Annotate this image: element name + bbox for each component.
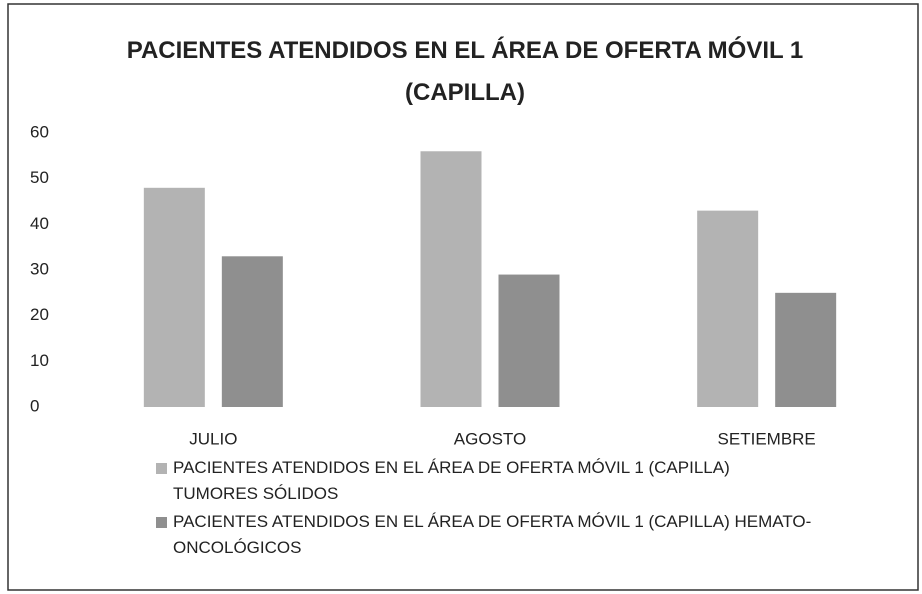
x-tick-label: JULIO <box>189 429 237 448</box>
legend-label: PACIENTES ATENDIDOS EN EL ÁREA DE OFERTA… <box>173 512 812 557</box>
legend-swatch <box>156 463 167 474</box>
chart-title: PACIENTES ATENDIDOS EN EL ÁREA DE OFERTA… <box>126 37 804 106</box>
legend-entry: PACIENTES ATENDIDOS EN EL ÁREA DE OFERTA… <box>156 509 816 561</box>
y-tick-label: 30 <box>30 259 49 278</box>
legend-label: PACIENTES ATENDIDOS EN EL ÁREA DE OFERTA… <box>173 458 730 503</box>
x-tick-label: SETIEMBRE <box>718 429 816 448</box>
legend: PACIENTES ATENDIDOS EN EL ÁREA DE OFERTA… <box>156 455 816 563</box>
x-tick-label: AGOSTO <box>454 429 526 448</box>
y-tick-label: 0 <box>30 396 39 415</box>
y-tick-label: 50 <box>30 168 49 187</box>
legend-entry: PACIENTES ATENDIDOS EN EL ÁREA DE OFERTA… <box>156 455 816 507</box>
legend-swatch <box>156 517 167 528</box>
bar <box>420 151 482 407</box>
bar <box>697 210 759 407</box>
bar <box>221 256 283 407</box>
y-tick-label: 10 <box>30 351 49 370</box>
bar <box>498 274 560 407</box>
bar <box>143 187 205 407</box>
y-tick-label: 60 <box>30 122 49 141</box>
bar <box>775 292 837 407</box>
chart-border <box>7 3 919 591</box>
y-tick-label: 20 <box>30 305 49 324</box>
y-tick-label: 40 <box>30 214 49 233</box>
